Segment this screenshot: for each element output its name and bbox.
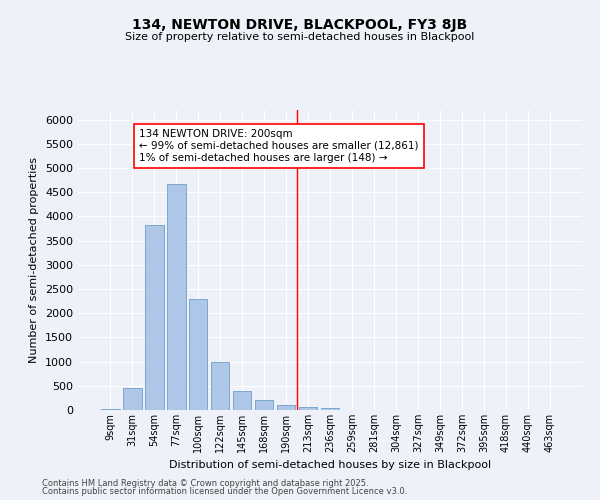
Bar xyxy=(101,408,119,410)
Bar xyxy=(299,407,317,410)
Bar xyxy=(277,405,295,410)
Bar xyxy=(320,408,340,410)
Text: 134, NEWTON DRIVE, BLACKPOOL, FY3 8JB: 134, NEWTON DRIVE, BLACKPOOL, FY3 8JB xyxy=(133,18,467,32)
Text: Contains HM Land Registry data © Crown copyright and database right 2025.: Contains HM Land Registry data © Crown c… xyxy=(42,478,368,488)
Bar xyxy=(233,390,251,410)
Text: Size of property relative to semi-detached houses in Blackpool: Size of property relative to semi-detach… xyxy=(125,32,475,42)
Bar xyxy=(145,225,164,410)
Bar xyxy=(189,298,208,410)
Bar xyxy=(123,388,142,410)
Text: Contains public sector information licensed under the Open Government Licence v3: Contains public sector information licen… xyxy=(42,487,407,496)
Bar xyxy=(211,362,229,410)
X-axis label: Distribution of semi-detached houses by size in Blackpool: Distribution of semi-detached houses by … xyxy=(169,460,491,470)
Y-axis label: Number of semi-detached properties: Number of semi-detached properties xyxy=(29,157,40,363)
Text: 134 NEWTON DRIVE: 200sqm
← 99% of semi-detached houses are smaller (12,861)
1% o: 134 NEWTON DRIVE: 200sqm ← 99% of semi-d… xyxy=(139,130,418,162)
Bar xyxy=(167,184,185,410)
Bar xyxy=(255,400,274,410)
